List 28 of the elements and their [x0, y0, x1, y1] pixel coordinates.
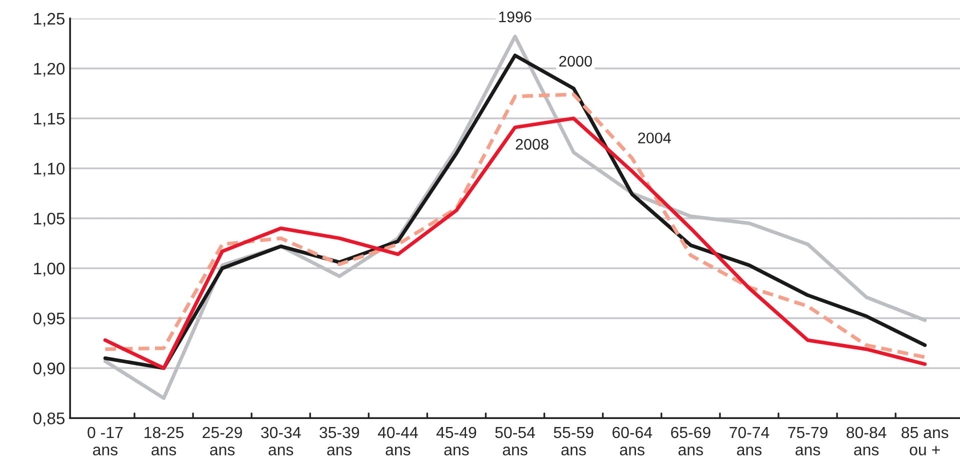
series-label: 2004 [638, 132, 671, 144]
x-tick-label: 30-34 ans [261, 426, 301, 456]
y-tick-label: 0,90 [33, 362, 65, 376]
y-tick-label: 1,00 [34, 262, 65, 276]
x-tick-label: 75-79 ans [788, 426, 828, 456]
y-tick-label: 0,95 [33, 312, 65, 326]
x-tick-label: 35-39 ans [320, 426, 360, 456]
x-tick-label: 18-25 ans [144, 426, 184, 456]
x-tick-label: 55-59 ans [554, 426, 594, 456]
x-tick-label: 25-29 ans [202, 426, 242, 456]
y-tick-label: 1,25 [34, 12, 65, 27]
y-tick-label: 1,15 [34, 112, 65, 127]
y-tick-label: 1,20 [34, 62, 65, 77]
y-tick-label: 1,05 [34, 212, 65, 226]
x-tick-label: 60-64 ans [612, 426, 652, 456]
y-tick-label: 0,85 [33, 412, 65, 426]
x-tick-label: 65-69 ans [671, 426, 710, 456]
x-tick-label: 40-44 ans [378, 426, 418, 456]
x-tick-label: 70-74 ans [730, 426, 770, 456]
x-tick-label: 50-54 ans [495, 426, 535, 456]
x-tick-label: 45-49 ans [436, 426, 476, 456]
series-label: 2008 [516, 138, 548, 150]
x-tick-label: 0 -17 ans [88, 426, 123, 456]
series-label: 2000 [559, 56, 592, 67]
x-tick-label: 80-84 ans [846, 426, 886, 456]
y-tick-label: 1,10 [34, 162, 65, 177]
series-label: 1996 [499, 12, 532, 22]
x-tick-label: 85 ans ou + [902, 426, 948, 456]
